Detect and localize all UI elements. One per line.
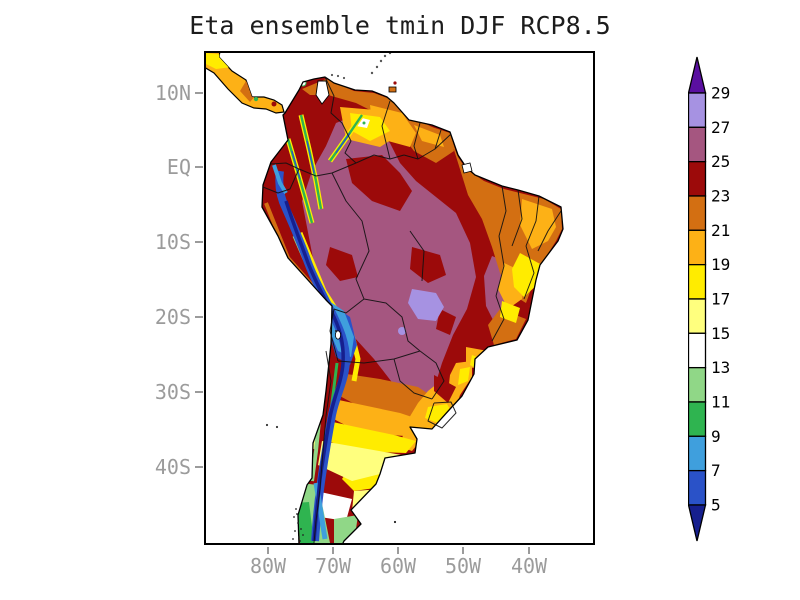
colorbar-segment — [688, 126, 707, 163]
chaco-27-29-pocket — [408, 289, 444, 321]
amazon-25-27-region — [302, 115, 476, 419]
y-axis-tick — [195, 466, 203, 468]
x-axis-tick — [462, 547, 464, 554]
y-axis-label-10s: 10S — [154, 230, 191, 254]
lake-titicaca — [334, 330, 341, 340]
colorbar-segment — [688, 195, 707, 231]
colorbar-segment — [688, 435, 707, 472]
colorbar-tick-label: 29 — [711, 84, 730, 103]
colorbar-segment — [688, 469, 707, 506]
colorbar-tick-label: 7 — [711, 461, 721, 480]
colorbar-segment — [688, 332, 707, 369]
andes-navy-core — [284, 200, 345, 542]
colorbar-tick-label: 17 — [711, 289, 730, 308]
country-borders — [262, 76, 562, 544]
colorbar-segment — [688, 161, 707, 197]
y-axis-label-40s: 40S — [154, 455, 191, 479]
colorbar-tick-label: 11 — [711, 392, 730, 411]
y-axis-tick — [195, 316, 203, 318]
temperature-colorbar: 29 27 25 23 21 19 17 15 13 11 9 7 5 — [688, 56, 730, 542]
fjord-islands — [292, 330, 397, 542]
colorbar-tick-label: 27 — [711, 118, 730, 137]
colorbar-segment — [688, 92, 707, 128]
colorbar-segment — [688, 229, 707, 266]
x-axis-label-50w: 50W — [444, 554, 482, 578]
x-axis-tick — [267, 547, 269, 554]
x-axis-tick — [332, 547, 334, 554]
colorbar-tick-label: 9 — [711, 427, 721, 446]
colorbar-tick-label: 19 — [711, 255, 730, 274]
y-axis-tick — [195, 241, 203, 243]
colorbar-tick-label: 15 — [711, 324, 730, 343]
x-axis-label-60w: 60W — [379, 554, 417, 578]
lake-maracaibo — [315, 80, 330, 105]
x-axis-tick — [528, 547, 530, 554]
central-america-strip — [204, 51, 285, 114]
colorbar-tick-label: 21 — [711, 221, 730, 240]
colorbar-below-min-arrow — [688, 504, 707, 542]
colombian-andes-strips — [285, 113, 365, 224]
colorbar-tick-label: 25 — [711, 152, 730, 171]
x-axis-label-70w: 70W — [314, 554, 352, 578]
y-axis-tick — [195, 92, 203, 94]
x-axis-tick — [397, 547, 399, 554]
colorbar-segment — [688, 366, 707, 403]
y-axis-tick — [195, 391, 203, 393]
south-america-temperature-map — [204, 51, 595, 545]
marajo-island-gap — [461, 162, 473, 174]
colorbar-tick-label: 5 — [711, 495, 721, 514]
temperature-shading-regions — [264, 79, 562, 543]
y-axis-label-30s: 30S — [154, 380, 191, 404]
colorbar-segment — [688, 298, 707, 334]
colorbar-above-max-arrow — [688, 56, 707, 94]
y-axis-label-eq: EQ — [166, 155, 191, 179]
colorbar-segment — [688, 263, 707, 300]
colorbar-tick-label: 13 — [711, 358, 730, 377]
y-axis-label-10n: 10N — [154, 81, 191, 105]
map-frame — [204, 51, 595, 545]
colorbar-segment — [688, 401, 707, 437]
y-axis-tick — [195, 166, 203, 168]
x-axis-label-80w: 80W — [249, 554, 287, 578]
x-axis-label-40w: 40W — [510, 554, 548, 578]
colorbar-tick-label: 23 — [711, 186, 730, 205]
y-axis-label-20s: 20S — [154, 305, 191, 329]
chart-title: Eta ensemble tmin DJF RCP8.5 — [189, 11, 611, 40]
